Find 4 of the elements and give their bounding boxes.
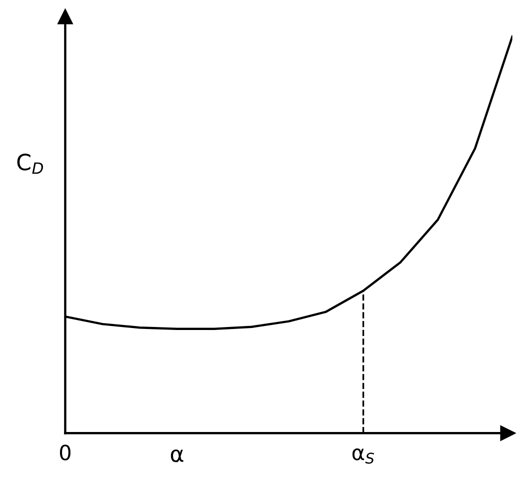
y-axis-title: C$_{D}$ [17,154,44,174]
x-tick-label: 0 [60,444,70,460]
x-tick-label: α$_{S}$ [352,448,374,464]
x-axis-title: α [170,449,184,462]
